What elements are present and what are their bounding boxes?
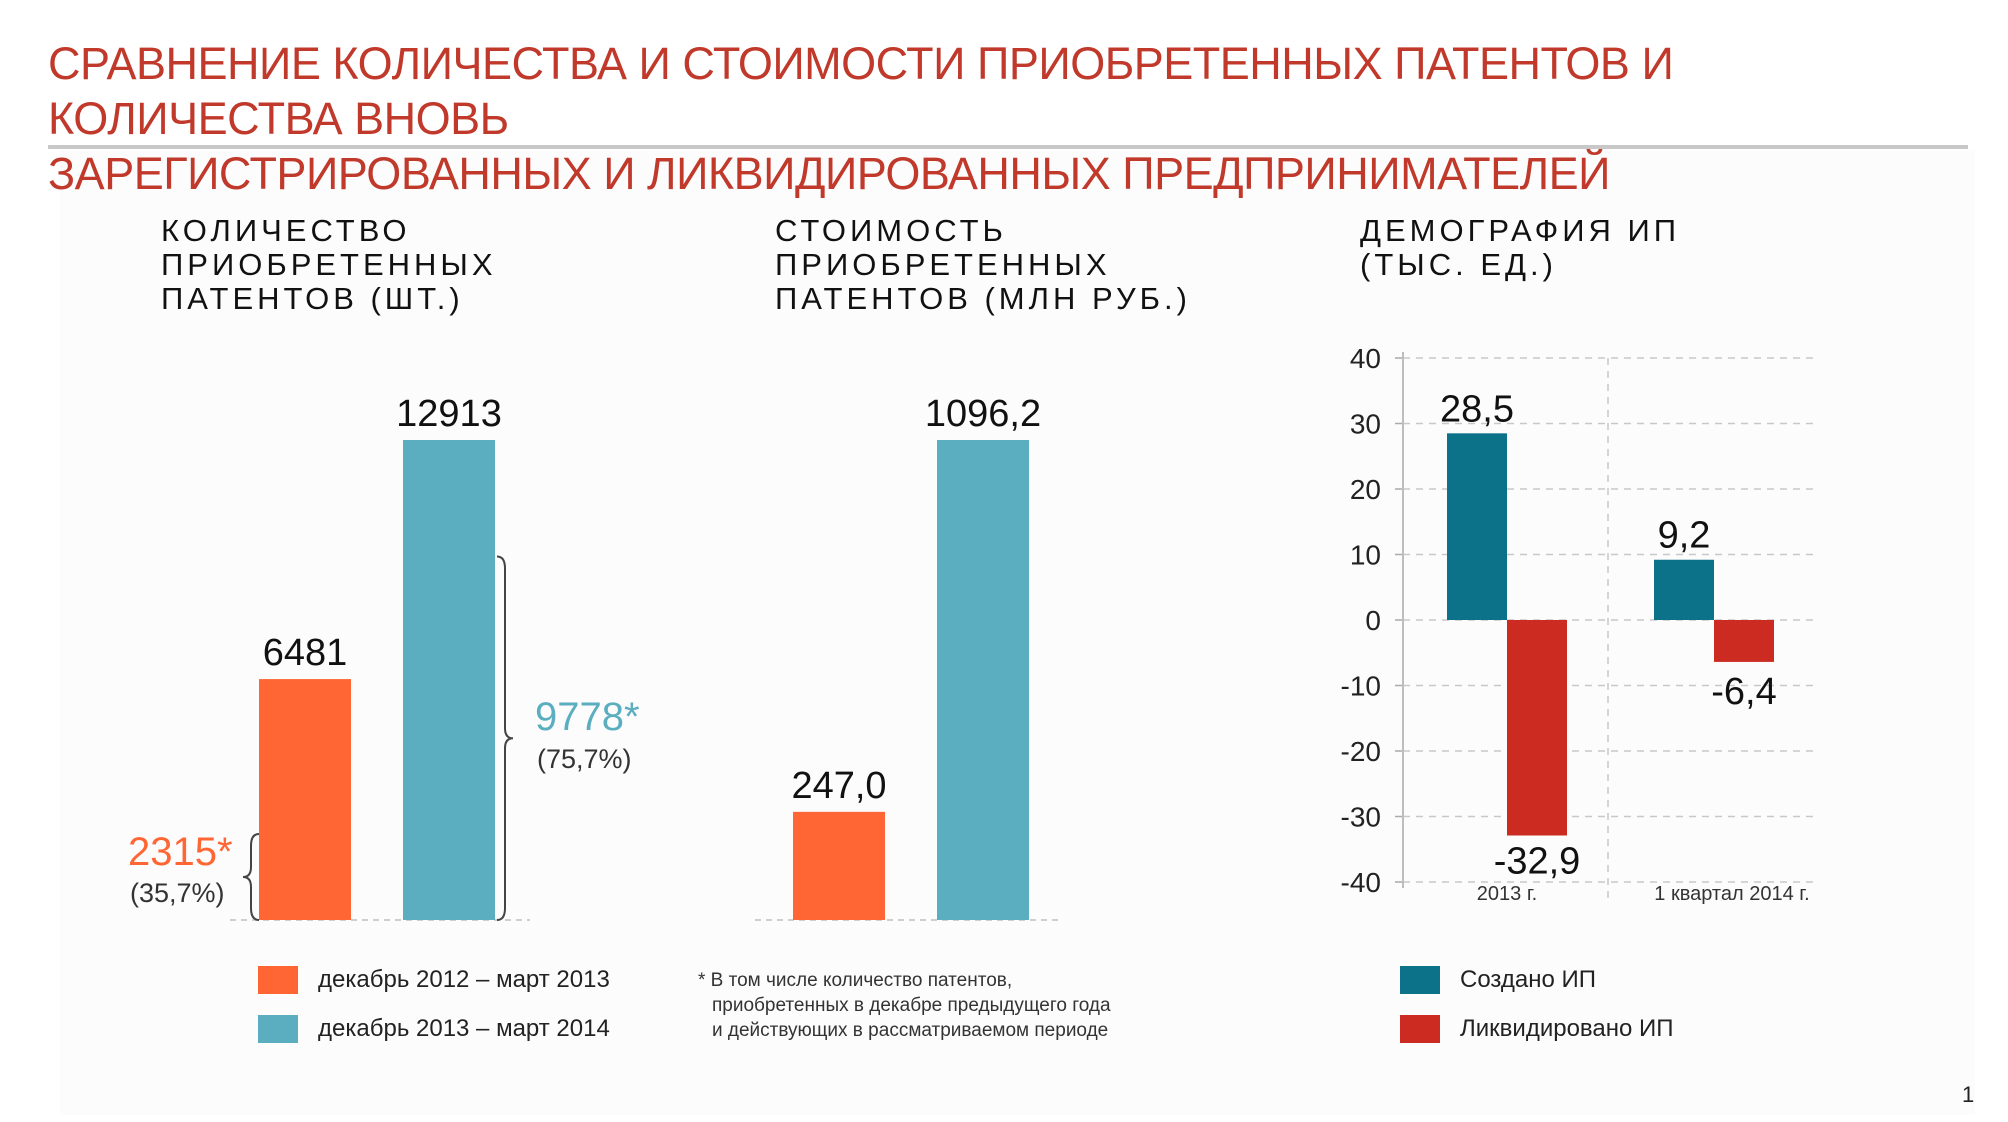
chart-3-tick-label: 40 — [1350, 343, 1381, 374]
chart-1-annotation-value: 2315* — [128, 830, 233, 874]
chart-1-heading-line: ПАТЕНТОВ (ШТ.) — [161, 281, 464, 316]
chart-3-tick-label: -20 — [1341, 736, 1381, 767]
chart-3-tick-label: -40 — [1341, 867, 1381, 898]
legend-swatch-blue — [258, 1015, 298, 1043]
footnote: * В том числе количество патентов, приоб… — [698, 968, 1178, 1043]
chart-3-bar — [1714, 620, 1774, 662]
legend-label: декабрь 2013 – март 2014 — [318, 1015, 610, 1042]
chart-3-bar — [1507, 620, 1567, 836]
chart-3-heading-line: (ТЫС. ЕД.) — [1360, 247, 1557, 282]
chart-3-value-label: 9,2 — [1658, 515, 1711, 557]
chart-3-bar — [1654, 559, 1714, 620]
chart-1-brace — [242, 832, 260, 921]
page-title-line-2: ЗАРЕГИСТРИРОВАННЫХ И ЛИКВИДИРОВАННЫХ ПРЕ… — [48, 148, 1611, 199]
chart-3-value-label: -6,4 — [1711, 671, 1776, 713]
chart-2-heading-line: ПАТЕНТОВ (МЛН РУБ.) — [775, 281, 1191, 316]
chart-3-heading-line: ДЕМОГРАФИЯ ИП — [1360, 213, 1681, 248]
chart-1-value-label: 12913 — [396, 393, 502, 435]
chart-3-category-label: 1 квартал 2014 г. — [1654, 883, 1809, 905]
page-number: 1 — [1962, 1082, 1975, 1107]
chart-1-heading: КОЛИЧЕСТВО ПРИОБРЕТЕННЫХ ПАТЕНТОВ (ШТ.) — [161, 214, 497, 316]
footnote-line: * В том числе количество патентов, — [698, 970, 1013, 991]
chart-1-brace — [496, 555, 514, 921]
title-divider — [48, 145, 1968, 149]
chart-1-annotation-value: 9778* — [535, 695, 640, 739]
chart-3-heading: ДЕМОГРАФИЯ ИП (ТЫС. ЕД.) — [1360, 214, 1680, 282]
legend-periods: декабрь 2012 – март 2013 декабрь 2013 – … — [258, 962, 610, 1060]
page-title: СРАВНЕНИЕ КОЛИЧЕСТВА И СТОИМОСТИ ПРИОБРЕ… — [48, 36, 1978, 201]
legend-item-2012-2013: декабрь 2012 – март 2013 — [258, 962, 610, 998]
chart-3-category-label: 2013 г. — [1477, 883, 1537, 905]
chart-3-tick-label: 20 — [1350, 474, 1381, 505]
chart-1-bar — [403, 440, 495, 920]
chart-2-bar — [937, 440, 1029, 920]
footnote-line: и действующих в рассматриваемом периоде — [712, 1020, 1109, 1041]
chart-2-value-label: 1096,2 — [925, 393, 1041, 435]
chart-3-tick-label: 10 — [1350, 540, 1381, 571]
chart-3-tick-label: 0 — [1365, 605, 1381, 636]
legend-label: декабрь 2012 – март 2013 — [318, 966, 610, 993]
chart-1-value-label: 6481 — [263, 632, 348, 674]
legend-label: Создано ИП — [1460, 966, 1597, 993]
chart-2-heading-line: СТОИМОСТЬ — [775, 213, 1007, 248]
chart-3-value-label: 28,5 — [1440, 388, 1514, 430]
chart-2-value-label: 247,0 — [791, 765, 886, 807]
legend-item-2013-2014: декабрь 2013 – март 2014 — [258, 1011, 610, 1047]
footnote-line: приобретенных в декабре предыдущего года — [712, 995, 1111, 1016]
chart-3-tick-label: -30 — [1341, 802, 1381, 833]
chart-1-bar — [259, 679, 351, 920]
legend-demography: Создано ИП Ликвидировано ИП — [1400, 962, 1674, 1060]
chart-3-tick-label: -10 — [1341, 671, 1381, 702]
chart-2-bar — [793, 811, 885, 920]
chart-1-heading-line: КОЛИЧЕСТВО — [161, 213, 411, 248]
legend-swatch-red — [1400, 1015, 1440, 1043]
chart-2-heading: СТОИМОСТЬ ПРИОБРЕТЕННЫХ ПАТЕНТОВ (МЛН РУ… — [775, 214, 1191, 316]
chart-3-value-label: -32,9 — [1494, 840, 1581, 882]
legend-swatch-teal — [1400, 966, 1440, 994]
chart-1-heading-line: ПРИОБРЕТЕННЫХ — [161, 247, 497, 282]
legend-item-created: Создано ИП — [1400, 962, 1674, 998]
chart-3-bar — [1447, 433, 1507, 620]
page-title-line-1: СРАВНЕНИЕ КОЛИЧЕСТВА И СТОИМОСТИ ПРИОБРЕ… — [48, 38, 1674, 144]
legend-item-liquidated: Ликвидировано ИП — [1400, 1011, 1674, 1047]
chart-1-annotation-percent: (75,7%) — [537, 744, 632, 774]
chart-3-tick-label: 30 — [1350, 409, 1381, 440]
legend-swatch-orange — [258, 966, 298, 994]
chart-1-annotation-percent: (35,7%) — [130, 878, 225, 908]
legend-label: Ликвидировано ИП — [1460, 1015, 1674, 1042]
chart-2-heading-line: ПРИОБРЕТЕННЫХ — [775, 247, 1111, 282]
